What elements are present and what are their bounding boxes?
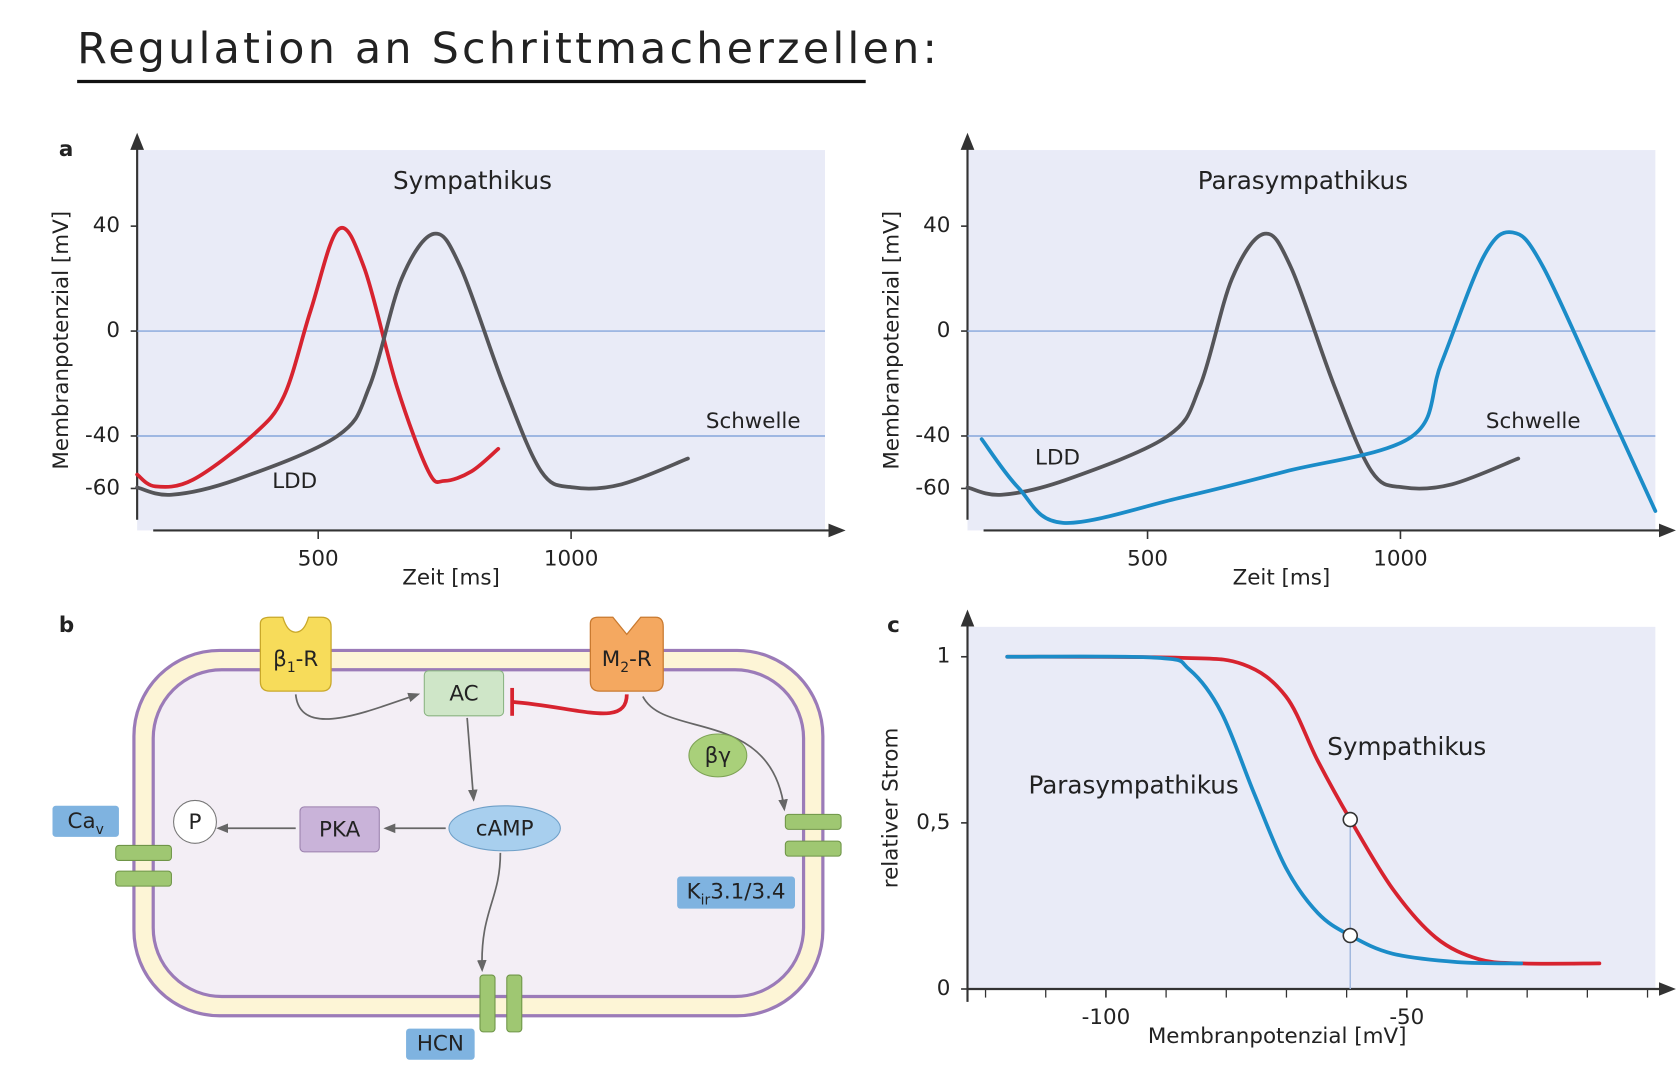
curve (135, 231, 690, 497)
signaling-diagram: b β1-R M2-R AC βγ cAMP PKA P Cav (52, 613, 842, 1060)
node-label: PKA (319, 817, 361, 842)
y-tick-label: 0,5 (916, 810, 950, 835)
node-label: Kir3.1/3.4 (687, 880, 786, 909)
m2-receptor (589, 616, 664, 692)
inhibition (511, 694, 629, 716)
arrow (642, 696, 788, 812)
channel (784, 840, 842, 857)
node-label: HCN (417, 1032, 464, 1057)
panel-label: a (59, 137, 73, 162)
channel (479, 974, 496, 1033)
panel-label: b (59, 613, 74, 638)
annotation: Schwelle (706, 409, 801, 434)
y-tick-label: -40 (915, 423, 950, 448)
annotation: Schwelle (1486, 409, 1581, 434)
channel (115, 870, 172, 887)
y-axis-title: Membranpotenzial [mV] (49, 211, 74, 470)
y-tick-label: 40 (923, 213, 950, 238)
annotation: Parasympathikus (1028, 771, 1238, 800)
y-tick-label: 0 (937, 976, 951, 1001)
arrow (466, 717, 478, 802)
y-tick-label: 1 (937, 644, 951, 669)
point-marker (1342, 811, 1359, 828)
channel-label-box (406, 1028, 475, 1060)
pka-box (299, 806, 380, 853)
annotation: Sympathikus (1327, 732, 1486, 761)
curve (965, 231, 1521, 497)
x-axis-title: Zeit [ms] (1233, 566, 1331, 591)
y-axis-title: relativer Strom (878, 728, 903, 889)
node-label: Cav (68, 809, 104, 838)
y-tick-label: -40 (85, 423, 120, 448)
channel-label-box (52, 805, 119, 837)
y-tick-label: 0 (106, 318, 120, 343)
plot-area (137, 150, 826, 531)
camp (448, 805, 561, 852)
x-tick-label: 500 (298, 546, 339, 571)
y-axis-title: Membranpotenzial [mV] (880, 211, 905, 470)
chart-title: Parasympathikus (1198, 166, 1408, 195)
point-marker (1342, 927, 1359, 944)
annotation: LDD (1035, 446, 1080, 471)
curve (1005, 654, 1524, 966)
x-tick-label: 500 (1127, 546, 1168, 571)
phosphate (173, 799, 217, 844)
x-tick-label: -50 (1389, 1005, 1424, 1030)
node-label: β1-R (273, 647, 318, 676)
page-title: Regulation an Schrittmacherzellen: (77, 24, 940, 74)
x-axis-title: Membranpotenzial [mV] (1148, 1024, 1407, 1049)
curve (979, 230, 1658, 525)
y-tick-label: -60 (915, 475, 950, 500)
chart-title: Sympathikus (393, 166, 552, 195)
node-label: AC (449, 681, 478, 706)
ac-box (423, 670, 505, 717)
node-label: cAMP (476, 816, 534, 841)
channel (784, 813, 842, 830)
channel (506, 974, 523, 1033)
channel (115, 844, 172, 861)
x-tick-label: 1000 (1373, 546, 1427, 571)
curve (1005, 654, 1602, 966)
arrow (294, 692, 421, 720)
plot-area (967, 626, 1656, 989)
panel-label: c (887, 613, 900, 638)
beta1-receptor (259, 616, 332, 692)
x-tick-label: -100 (1082, 1005, 1131, 1030)
arrow (477, 852, 502, 973)
annotation: LDD (272, 469, 317, 494)
node-label: P (189, 810, 202, 835)
node-label: M2-R (602, 647, 652, 676)
y-tick-label: 40 (93, 213, 120, 238)
x-tick-label: 1000 (544, 546, 598, 571)
x-axis-title: Zeit [ms] (402, 566, 500, 591)
curve (135, 225, 501, 489)
y-tick-label: 0 (937, 318, 951, 343)
channel-label-box (677, 876, 795, 909)
beta-gamma (688, 733, 748, 778)
node-label: βγ (705, 744, 732, 769)
plot-area (967, 150, 1656, 531)
y-tick-label: -60 (85, 475, 120, 500)
